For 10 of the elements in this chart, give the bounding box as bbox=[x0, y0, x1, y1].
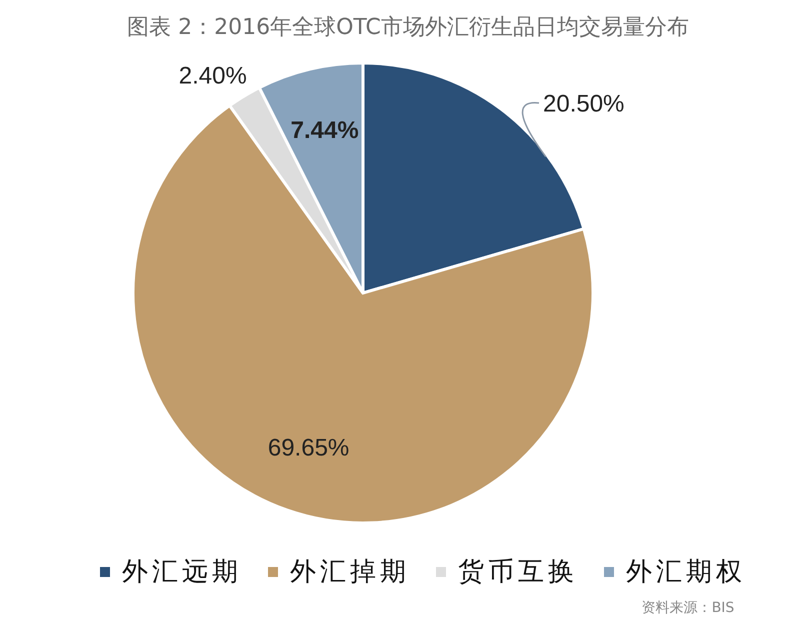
data-label: 69.65% bbox=[268, 434, 350, 462]
data-label: 20.50% bbox=[543, 90, 624, 118]
legend-label: 外汇掉期 bbox=[290, 556, 410, 587]
data-label: 2.40% bbox=[178, 62, 247, 90]
legend-label: 外汇远期 bbox=[122, 556, 242, 587]
legend-label: 货币互换 bbox=[458, 556, 578, 587]
chart-title: 图表 2：2016年全球OTC市场外汇衍生品日均交易量分布 bbox=[127, 15, 689, 40]
data-label: 7.44% bbox=[290, 117, 359, 144]
legend-label: 外汇期权 bbox=[626, 556, 746, 587]
text: 资料来源：BIS bbox=[642, 600, 734, 616]
